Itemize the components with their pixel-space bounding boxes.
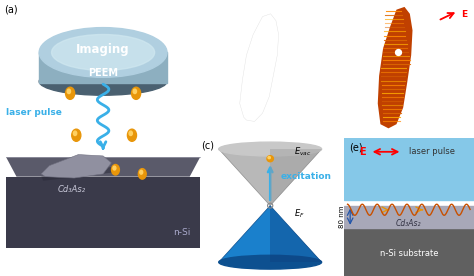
Circle shape [140,170,143,174]
Circle shape [73,131,77,136]
Circle shape [133,89,137,94]
Polygon shape [6,177,200,248]
Ellipse shape [39,68,167,95]
Text: (b): (b) [211,6,224,15]
Circle shape [138,169,146,179]
Text: excitation: excitation [281,172,331,181]
Circle shape [72,129,81,141]
Polygon shape [270,206,321,262]
Circle shape [113,166,116,170]
Circle shape [65,87,74,99]
Text: Cd₃As₂: Cd₃As₂ [58,185,86,194]
Text: $E_F$: $E_F$ [294,208,304,220]
Text: E: E [359,147,366,156]
Circle shape [132,87,141,99]
Text: 80 nm: 80 nm [339,205,346,228]
Bar [344,206,474,228]
Polygon shape [6,157,200,177]
Polygon shape [41,167,113,181]
Polygon shape [219,149,321,206]
Polygon shape [270,149,321,206]
Text: 5 μm: 5 μm [284,127,303,136]
Text: PEEM: PEEM [354,117,376,126]
Circle shape [268,156,270,159]
Text: n-Si substrate: n-Si substrate [380,250,438,258]
Text: n-Si: n-Si [173,228,191,237]
Polygon shape [378,7,412,128]
Ellipse shape [39,28,167,77]
Text: (c): (c) [201,140,214,150]
Text: PEEM: PEEM [88,68,118,78]
Circle shape [111,164,119,175]
Circle shape [128,129,137,141]
Text: (a): (a) [4,4,18,14]
Bar [344,228,474,276]
Circle shape [67,89,71,94]
Text: (e): (e) [349,142,363,152]
Text: (d): (d) [346,6,358,15]
Bar [344,138,474,200]
FancyBboxPatch shape [39,52,167,83]
Point [394,50,401,55]
Text: $E_{vac}$: $E_{vac}$ [294,145,311,158]
Text: Cd₃As₂: Cd₃As₂ [396,219,421,228]
Text: 5 μm: 5 μm [414,127,433,136]
Polygon shape [219,206,321,262]
Ellipse shape [52,34,155,70]
Text: laser pulse: laser pulse [409,147,455,156]
Text: SEM: SEM [219,117,237,126]
Text: E: E [461,10,467,18]
Circle shape [129,131,132,136]
Polygon shape [344,138,474,200]
Polygon shape [41,155,111,178]
Ellipse shape [219,142,321,156]
Circle shape [267,156,273,162]
Ellipse shape [219,255,321,269]
Polygon shape [240,14,279,121]
Text: laser pulse: laser pulse [6,108,62,116]
Text: Imaging: Imaging [76,43,130,56]
